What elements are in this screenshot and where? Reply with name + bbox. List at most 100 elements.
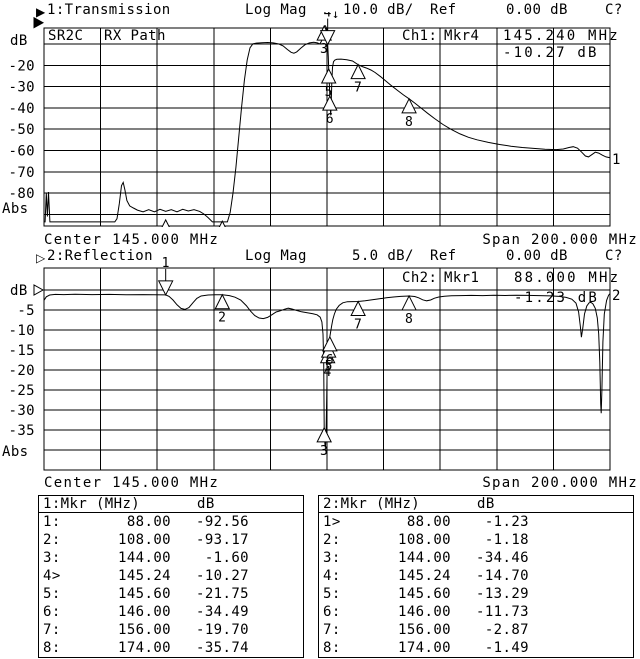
marker-table-cell: 7: xyxy=(323,622,341,638)
ch2-readout-marker: Mkr1 xyxy=(444,270,480,286)
marker-table-row: 2: 108.00 -93.17 xyxy=(39,531,303,549)
marker-table-cell: 174.00 xyxy=(118,640,171,656)
svg-text:-5: -5 xyxy=(17,303,35,319)
ch1-readout-channel: Ch1: xyxy=(402,28,438,44)
marker-table-cell: -2.87 xyxy=(484,622,529,638)
svg-text:6: 6 xyxy=(326,353,334,368)
marker-table-cell: 88.00 xyxy=(406,514,451,530)
svg-text:-10: -10 xyxy=(9,323,36,339)
marker-table-cell: 1: xyxy=(43,514,61,530)
svg-text:-35: -35 xyxy=(9,423,36,439)
marker-table-row: 5: 145.60 -13.29 xyxy=(319,585,633,603)
marker-table-row: 1: 88.00 -92.56 xyxy=(39,513,303,531)
marker-table-cell: 146.00 xyxy=(398,604,451,620)
ch2-cal-status: C? xyxy=(605,248,623,264)
svg-text:2: 2 xyxy=(218,237,226,252)
svg-text:1: 1 xyxy=(162,256,170,271)
marker-table-cell: 145.60 xyxy=(398,586,451,602)
marker-table-row: 8: 174.00 -35.74 xyxy=(39,639,303,657)
chart2-marker-8-icon: 8 xyxy=(401,294,417,327)
marker-table-cell: -11.73 xyxy=(476,604,529,620)
svg-text:-60: -60 xyxy=(9,144,36,160)
chart1-ref-level-icon xyxy=(33,16,45,29)
ch2-marker-value: -1.23 dB xyxy=(514,290,600,306)
ch2-format-label: Log Mag xyxy=(245,248,307,264)
marker-table-cell: -13.29 xyxy=(476,586,529,602)
ch1-active-icon: ▶ xyxy=(36,5,46,19)
marker-table-cell: 4: xyxy=(323,568,341,584)
ch2-title: 2:Reflection xyxy=(47,248,153,264)
chart2-marker-1-icon: 1 xyxy=(157,256,174,297)
svg-text:4: 4 xyxy=(324,365,332,380)
marker-table-row: 7: 156.00 -19.70 xyxy=(39,621,303,639)
chart1-marker-5-icon: 5 xyxy=(320,67,337,100)
ch2-trace-number: 2 xyxy=(612,288,621,304)
ch1-scale-arrow-icon: ↓ xyxy=(332,7,340,21)
svg-text:3: 3 xyxy=(320,444,328,459)
svg-text:-20: -20 xyxy=(9,58,36,74)
marker-table-cell: 1> xyxy=(323,514,341,530)
marker-table-cell: 6: xyxy=(43,604,61,620)
svg-text:-30: -30 xyxy=(9,80,36,96)
svg-text:-20: -20 xyxy=(9,363,36,379)
chart1-marker-7-icon: 7 xyxy=(350,63,366,96)
marker-table-ch2: 2:Mkr (MHz) dB 1> 88.00 -1.23 2: 108.00 -1.18… xyxy=(318,495,634,658)
chart1-marker-1-icon: 1 xyxy=(161,218,170,227)
marker-table-cell: 108.00 xyxy=(398,532,451,548)
marker-table-cell: 145.24 xyxy=(118,568,171,584)
chart2-marker-3-icon: 3 xyxy=(316,426,332,459)
chart2-ytick-labels: -5 -10 -15 -20 -25 -30 -35 xyxy=(9,303,36,439)
marker-table-cell: 2: xyxy=(43,532,61,548)
chart2-graticule xyxy=(43,267,611,471)
marker-table-cell: 156.00 xyxy=(398,622,451,638)
ch1-readout-marker: Mkr4 xyxy=(444,28,480,44)
marker-table-cell: 2: xyxy=(323,532,341,548)
marker-table-cell: 7: xyxy=(43,622,61,638)
marker-table-cell: -1.23 xyxy=(484,514,529,530)
marker-table-cell: -35.74 xyxy=(196,640,249,656)
marker-table-row: 3: 144.00 -1.60 xyxy=(39,549,303,567)
ch2-active-icon: ▷ xyxy=(36,251,46,265)
ch2-yaxis-unit: dB xyxy=(10,283,28,299)
ch1-marker-freq: 145.240 MHz xyxy=(503,28,620,44)
chart1-ytick-labels: -20 -30 -40 -50 -60 -70 -80 xyxy=(9,58,36,202)
marker-table-cell: -34.49 xyxy=(196,604,249,620)
ch1-title: 1:Transmission xyxy=(47,2,171,18)
marker-table-cell: 3: xyxy=(43,550,61,566)
ch2-span: Span 200.000 MHz xyxy=(482,475,638,491)
svg-text:5: 5 xyxy=(325,85,333,100)
marker-table-cell: -19.70 xyxy=(196,622,249,638)
ch2-yaxis-abs: Abs xyxy=(2,444,29,460)
ch1-ref-value: 0.00 dB xyxy=(506,2,568,18)
ch1-trace-number: 1 xyxy=(612,152,621,168)
marker-table-row: 1> 88.00 -1.23 xyxy=(319,513,633,531)
marker-table-cell: 145.60 xyxy=(118,586,171,602)
ch1-marker-value: -10.27 dB xyxy=(503,45,599,61)
ch2-scale-value: 5.0 dB/ xyxy=(352,248,414,264)
svg-text:8: 8 xyxy=(405,312,413,327)
svg-text:-80: -80 xyxy=(9,186,36,202)
ch1-format-label: Log Mag xyxy=(245,2,307,18)
marker-table-row: 7: 156.00 -2.87 xyxy=(319,621,633,639)
marker-table-cell: 6: xyxy=(323,604,341,620)
marker-table-row: 2: 108.00 -1.18 xyxy=(319,531,633,549)
chart2-marker-6-icon: 6 xyxy=(322,335,338,368)
marker-table-cell: 174.00 xyxy=(398,640,451,656)
chart1-markers: 1 2 3 4 5 6 7 8 xyxy=(161,12,417,252)
marker-table-cell: 145.24 xyxy=(398,568,451,584)
svg-text:3: 3 xyxy=(320,42,328,57)
chart1-marker-6-icon: 6 xyxy=(322,95,338,127)
ch1-status-cell: SR2C xyxy=(48,28,84,44)
marker-table-row: 4> 145.24 -10.27 xyxy=(39,567,303,585)
marker-table-cell: 146.00 xyxy=(118,604,171,620)
ch2-center-freq: Center 145.000 MHz xyxy=(44,475,220,491)
ch1-yaxis-unit: dB xyxy=(10,33,28,49)
marker-table-ch2-header-db: dB xyxy=(477,496,495,512)
svg-text:8: 8 xyxy=(405,115,413,130)
chart2-marker-7-icon: 7 xyxy=(350,300,366,332)
marker-table-ch2-header-left: 2:Mkr (MHz) xyxy=(323,496,421,512)
chart2-marker-2-icon: 2 xyxy=(214,293,231,326)
marker-table-cell: 8: xyxy=(43,640,61,656)
